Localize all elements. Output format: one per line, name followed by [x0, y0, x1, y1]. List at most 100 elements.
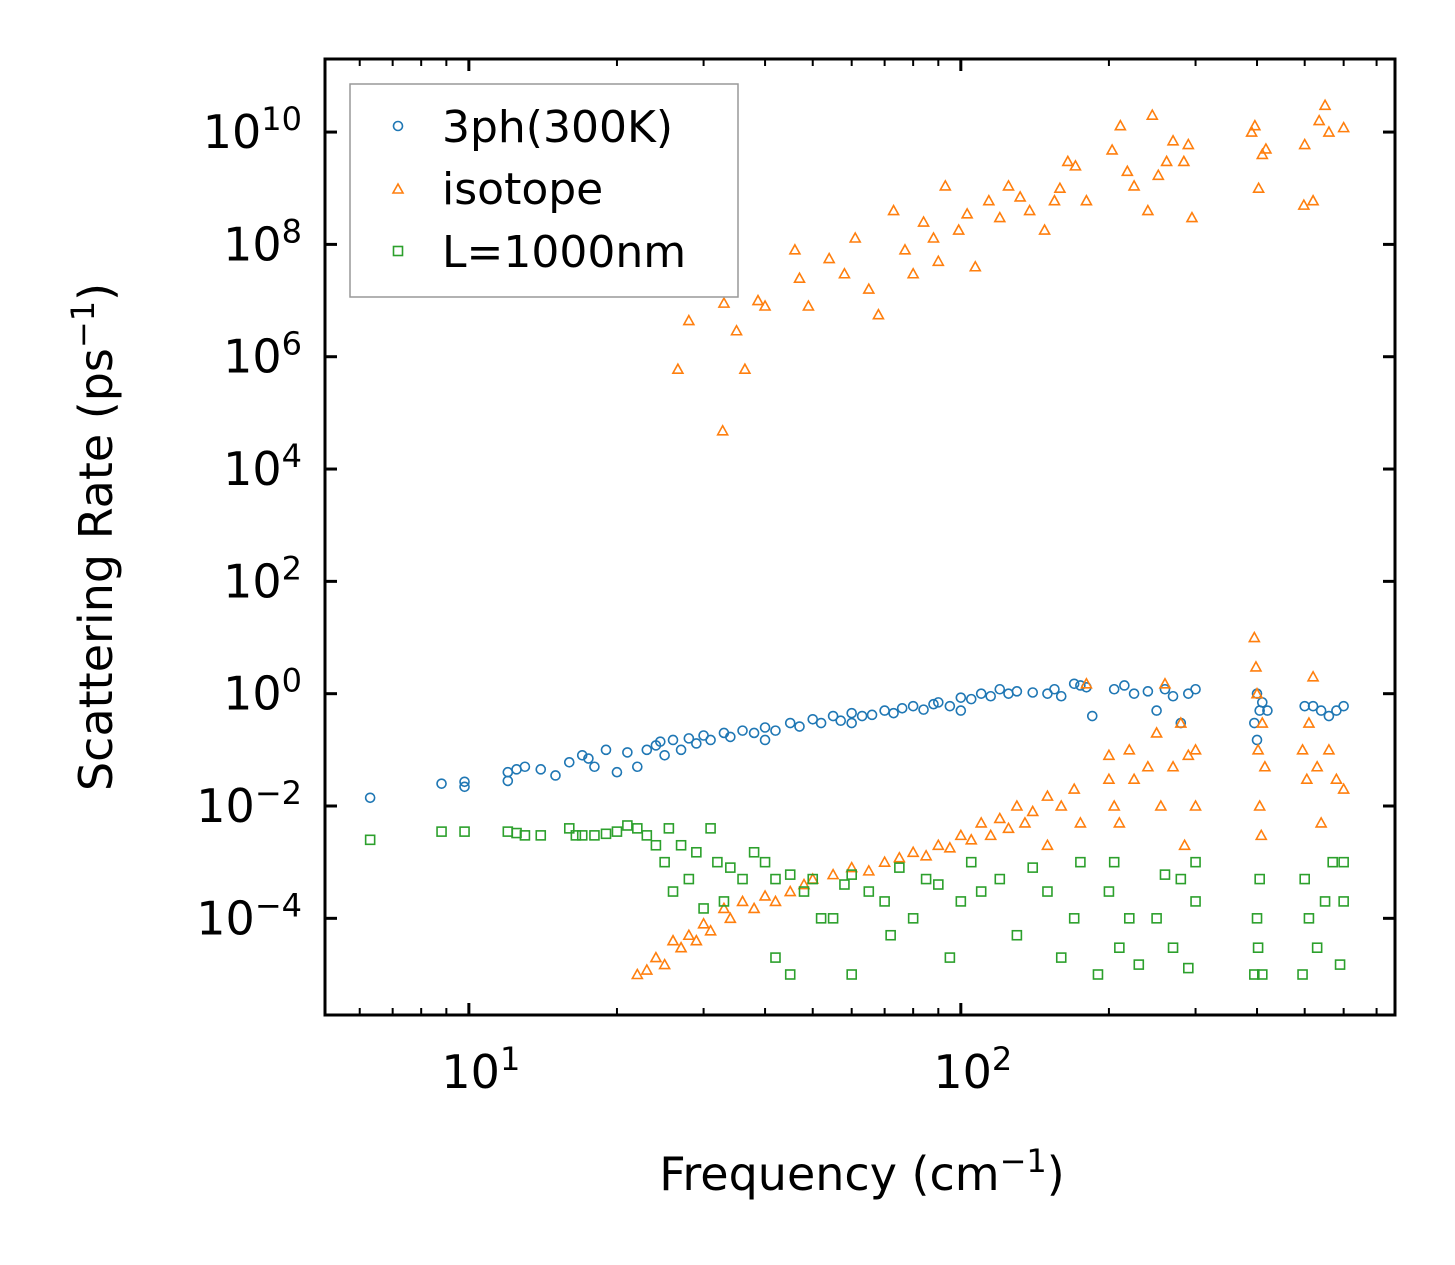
data-point-l-1000nm: [611, 826, 623, 837]
data-point-3ph-300k-: [896, 702, 908, 714]
data-point-3ph-300k-: [659, 749, 670, 761]
data-point-isotope: [1306, 670, 1320, 682]
data-point-3ph-300k-: [1086, 710, 1098, 722]
data-point-isotope: [666, 934, 680, 946]
data-point-isotope: [1067, 782, 1081, 794]
data-point-3ph-300k-: [1159, 683, 1171, 695]
data-point-isotope: [1120, 164, 1134, 177]
data-point-isotope: [1102, 772, 1116, 785]
data-point-l-1000nm: [920, 873, 932, 885]
data-point-isotope: [730, 324, 743, 336]
data-point-isotope: [1296, 743, 1309, 755]
data-point-l-1000nm: [1042, 886, 1053, 897]
data-point-l-1000nm: [965, 856, 977, 868]
data-point-l-1000nm: [1297, 969, 1308, 980]
data-point-l-1000nm: [827, 913, 839, 924]
data-point-l-1000nm: [1190, 896, 1201, 907]
data-point-3ph-300k-: [846, 717, 857, 729]
data-point-isotope: [1114, 119, 1127, 131]
data-point-3ph-300k-: [1075, 680, 1086, 691]
data-point-l-1000nm: [436, 826, 447, 837]
data-point-isotope: [751, 293, 765, 306]
data-point-3ph-300k-: [1262, 705, 1273, 716]
data-point-isotope: [848, 231, 862, 243]
data-point-isotope: [943, 841, 957, 853]
data-point-isotope: [758, 299, 772, 311]
data-point-l-1000nm: [1319, 896, 1331, 907]
data-point-l-1000nm: [770, 952, 781, 963]
data-point-isotope: [1177, 154, 1191, 167]
data-point-l-1000nm: [1027, 862, 1039, 873]
data-point-l-1000nm: [1011, 929, 1023, 941]
data-point-3ph-300k-: [583, 753, 594, 764]
data-point-isotope: [1141, 760, 1155, 772]
data-point-3ph-300k-: [535, 764, 547, 775]
data-point-isotope: [964, 833, 978, 845]
data-point-l-1000nm: [975, 886, 987, 897]
data-point-l-1000nm: [737, 873, 748, 885]
data-point-isotope: [1080, 194, 1093, 206]
data-point-3ph-300k-: [1068, 678, 1080, 690]
data-point-l-1000nm: [1167, 942, 1179, 953]
data-point-isotope: [919, 849, 933, 861]
data-point-isotope: [697, 917, 710, 929]
data-point-l-1000nm: [933, 879, 944, 890]
data-point-3ph-300k-: [759, 734, 771, 746]
data-point-isotope: [1181, 137, 1195, 150]
data-point-l-1000nm: [1311, 942, 1323, 953]
data-point-isotope: [906, 845, 920, 858]
data-point-isotope: [1297, 198, 1311, 210]
data-point-isotope: [1259, 142, 1273, 154]
data-point-3ph-300k-: [994, 683, 1006, 695]
data-point-l-1000nm: [663, 823, 675, 834]
data-point-3ph-300k-: [933, 697, 944, 708]
y-tick-label: 102: [223, 549, 302, 608]
data-point-l-1000nm: [1299, 873, 1310, 885]
data-point-isotope: [993, 811, 1007, 824]
data-point-l-1000nm: [535, 830, 547, 841]
data-point-l-1000nm: [1251, 913, 1263, 924]
data-point-isotope: [862, 282, 876, 294]
legend-marker-3ph: [392, 120, 404, 132]
data-point-3ph-300k-: [502, 766, 514, 778]
data-point-isotope: [1166, 134, 1180, 146]
data-point-isotope: [1252, 181, 1265, 194]
y-tick-label: 104: [223, 437, 302, 496]
data-point-isotope: [1322, 125, 1336, 137]
x-axis-label: Frequency (cm−1): [659, 1142, 1064, 1201]
data-point-isotope: [1251, 743, 1265, 755]
y-tick-label: 100: [223, 662, 302, 721]
data-point-isotope: [1310, 760, 1324, 772]
data-point-l-1000nm: [502, 826, 514, 837]
data-point-l-1000nm: [807, 873, 819, 885]
data-point-isotope: [1300, 772, 1314, 785]
data-point-3ph-300k-: [1251, 734, 1263, 746]
data-point-isotope: [982, 194, 996, 206]
data-point-3ph-300k-: [632, 761, 643, 773]
y-tick-label: 1010: [203, 100, 302, 159]
data-point-l-1000nm: [1254, 873, 1265, 885]
data-point-3ph-300k-: [1190, 683, 1201, 695]
data-point-isotope: [717, 296, 731, 308]
data-point-l-1000nm: [1114, 942, 1125, 953]
data-point-3ph-300k-: [459, 776, 470, 788]
data-point-l-1000nm: [576, 830, 588, 841]
data-point-l-1000nm: [1108, 856, 1120, 868]
legend-marker-l1000nm: [392, 245, 404, 257]
data-point-isotope: [1258, 760, 1272, 772]
data-point-isotope: [640, 963, 654, 975]
y-axis-label: Scattering Rate (ps−1): [64, 283, 123, 791]
data-point-isotope: [682, 313, 696, 326]
data-point-l-1000nm: [839, 879, 850, 890]
data-point-l-1000nm: [863, 886, 875, 897]
data-point-isotope: [993, 210, 1007, 223]
data-point-3ph-300k-: [827, 710, 839, 722]
data-point-isotope: [1141, 203, 1155, 216]
data-point-isotope: [630, 967, 644, 980]
legend-box: [349, 83, 739, 298]
y-tick-label: 108: [223, 212, 302, 271]
data-point-isotope: [1002, 179, 1015, 191]
plot-frame: [323, 57, 1397, 1017]
data-point-isotope: [1322, 743, 1336, 755]
data-point-l-1000nm: [683, 873, 695, 885]
